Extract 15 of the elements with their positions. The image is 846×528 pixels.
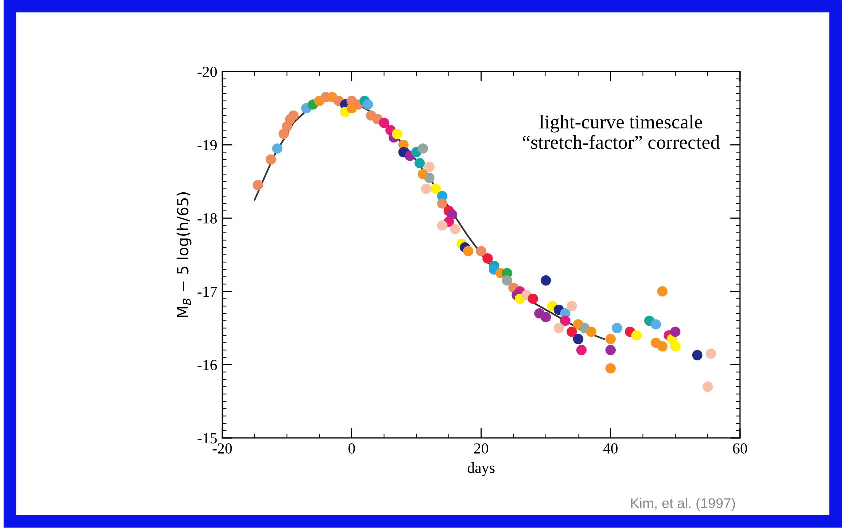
x-tick-label: 60 [733, 444, 748, 454]
annotation: light-curve timescale “stretch-factor” corrected [523, 115, 720, 150]
y-tick-label: -15 [198, 433, 218, 444]
x-tick-label: 0 [348, 444, 356, 454]
text: Kim, et al. (1997) [631, 498, 736, 512]
y-tick-label: -18 [198, 214, 218, 224]
y-tick-label: -17 [198, 286, 218, 297]
y-axis-title: M$_{B}$ − 5 log(h/65) [176, 192, 192, 318]
y-tick-label: -19 [198, 140, 218, 151]
y-tick-label: -16 [198, 360, 218, 370]
x-tick-label: 20 [474, 444, 488, 454]
x-axis-title: days [468, 462, 495, 476]
x-tick-label: -20 [212, 444, 232, 454]
x-tick-label: 40 [603, 444, 618, 454]
y-tick-label: -20 [198, 66, 218, 78]
